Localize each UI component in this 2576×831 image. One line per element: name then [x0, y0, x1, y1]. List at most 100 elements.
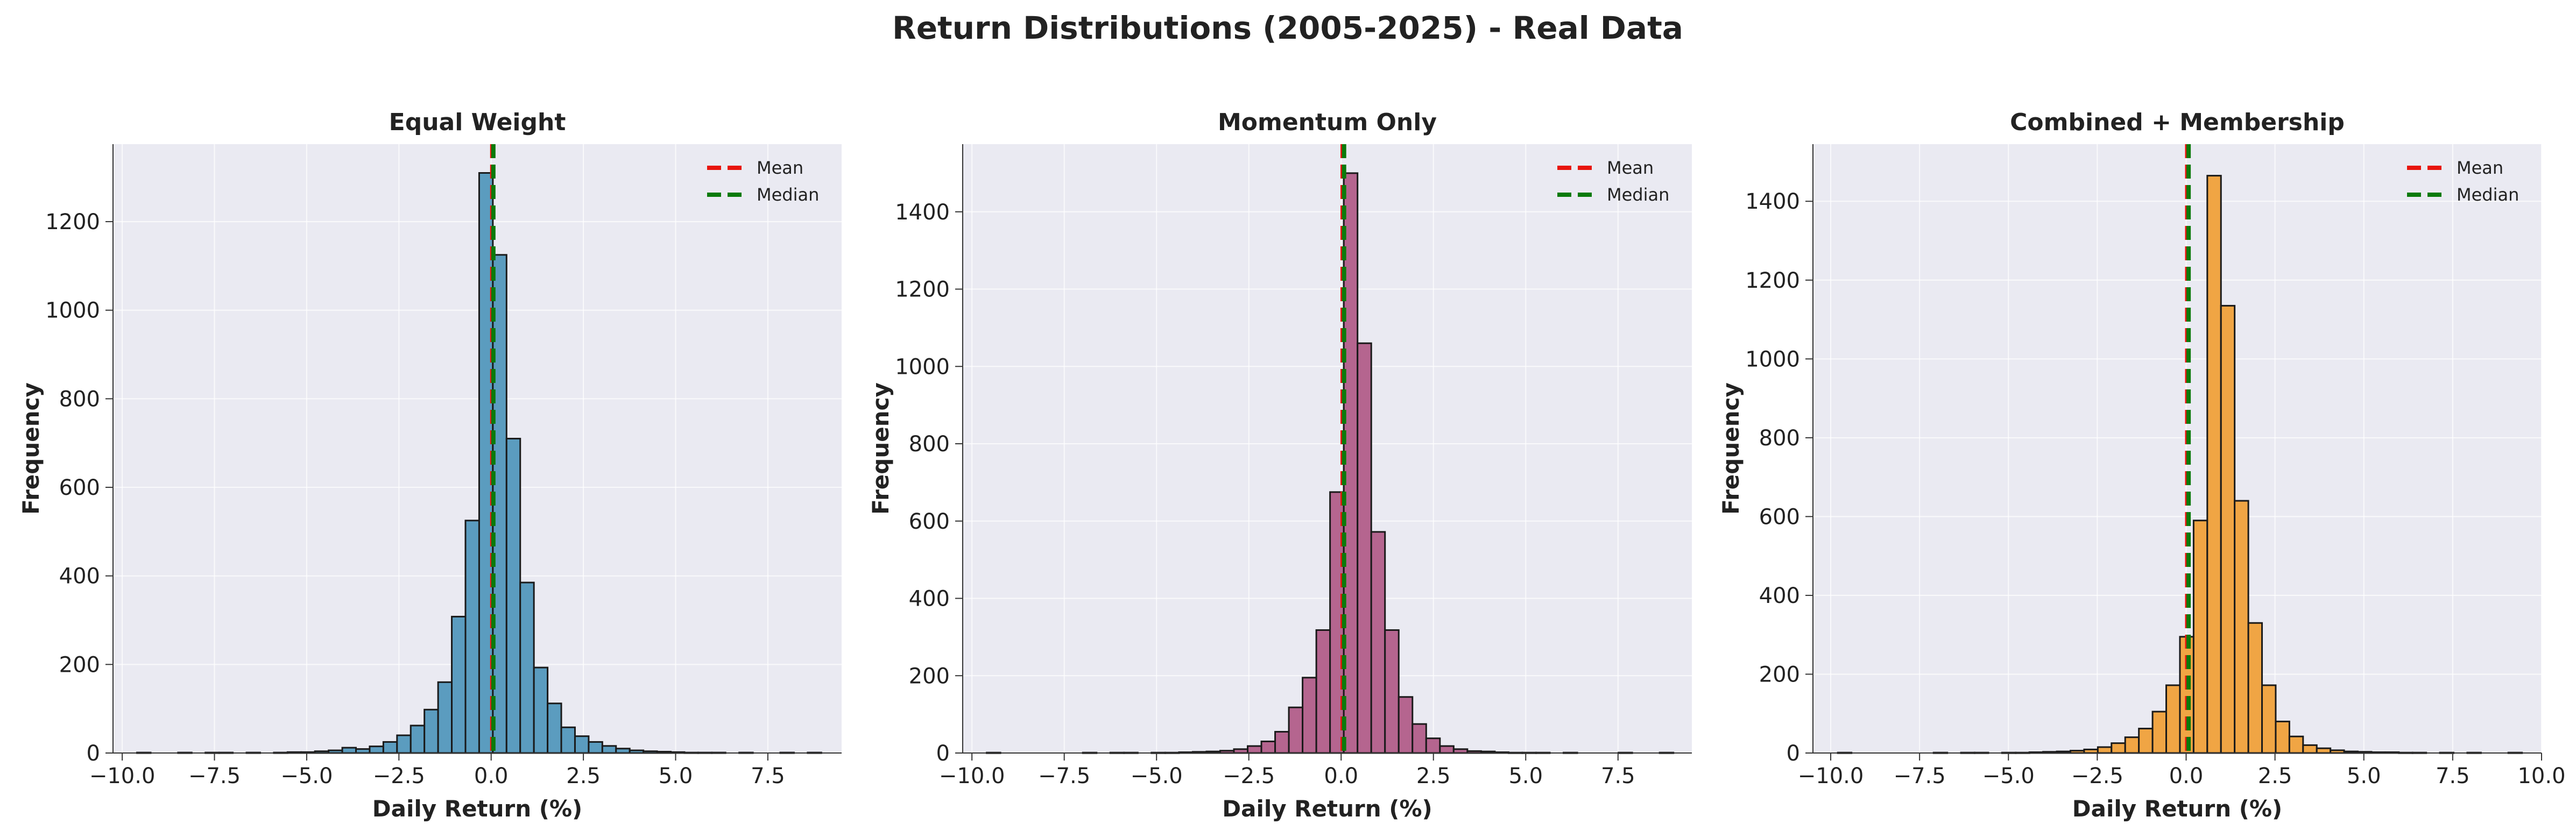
- histogram-bar: [547, 702, 562, 754]
- histogram-bar: [1398, 696, 1414, 754]
- y-tick-label: 1200: [45, 210, 100, 235]
- y-tick-label: 200: [909, 664, 950, 688]
- histogram-bar: [1370, 531, 1386, 754]
- y-axis-label: Frequency: [867, 382, 894, 515]
- plot-area: [1813, 144, 2542, 753]
- figure-suptitle: Return Distributions (2005-2025) - Real …: [892, 10, 1683, 46]
- histogram-bar: [2151, 711, 2168, 754]
- histogram-bar: [2097, 746, 2113, 754]
- x-tick-label: 10.0: [2517, 764, 2565, 789]
- x-tick-label: −5.0: [280, 764, 333, 789]
- x-tick-label: −10.0: [1798, 764, 1864, 789]
- legend-mean-label: Mean: [757, 158, 803, 178]
- histogram-bar: [1288, 706, 1304, 754]
- y-tick-label: 1000: [45, 299, 100, 323]
- histogram-bar: [1452, 748, 1469, 754]
- x-tick-label: 5.0: [659, 764, 693, 789]
- histogram-bar: [2220, 304, 2236, 754]
- y-tick-label: 1200: [1745, 268, 1800, 293]
- y-tick-label: 1400: [895, 200, 950, 225]
- legend-median-label: Median: [2457, 184, 2519, 205]
- y-tick-label: 400: [909, 587, 950, 612]
- histogram-bar: [437, 681, 453, 754]
- x-tick-label: 0.0: [474, 764, 509, 789]
- x-tick-label: −7.5: [1038, 764, 1090, 789]
- panel-combined-membership: −10.0 −7.5 −5.0 −2.5 0.0 2.5 5.0 7.5 10.0 0 200 400…: [1718, 109, 2566, 822]
- histogram-bar: [424, 708, 439, 754]
- x-tick-label: 7.5: [751, 764, 785, 789]
- y-tick-label: 600: [59, 475, 100, 500]
- histogram-bar: [1315, 629, 1331, 754]
- y-tick-label: 400: [1759, 584, 1800, 608]
- histogram-bar: [2179, 636, 2194, 754]
- y-tick-label: 1000: [895, 354, 950, 379]
- histogram-bar: [1439, 745, 1455, 754]
- histogram-bar: [533, 666, 549, 754]
- histogram-bar: [382, 741, 398, 754]
- x-tick-label: 5.0: [2347, 764, 2381, 789]
- histogram-bar: [1357, 342, 1372, 754]
- histogram-bar: [410, 725, 426, 754]
- histogram-bar: [2165, 684, 2181, 754]
- y-tick-label: 200: [59, 652, 100, 677]
- panel-equal-weight: −10.0 −7.5 −5.0 −2.5 0.0 2.5 5.0 7.5 0 200 400 600 8…: [18, 109, 842, 822]
- histogram-bar: [615, 748, 631, 754]
- y-tick-label: 400: [59, 564, 100, 589]
- histogram-bar: [2138, 728, 2154, 754]
- x-tick-label: −2.5: [2071, 764, 2123, 789]
- histogram-bar: [2247, 622, 2263, 754]
- histogram-bar: [2316, 747, 2332, 754]
- histogram-bar: [2261, 684, 2277, 754]
- x-tick-label: 5.0: [1508, 764, 1543, 789]
- histogram-bar: [369, 745, 384, 754]
- y-tick-label: 1400: [1745, 189, 1800, 214]
- histogram-bar: [1384, 629, 1400, 754]
- x-tick-label: −10.0: [939, 764, 1005, 789]
- histogram-bar: [2288, 735, 2304, 754]
- histogram-bar: [560, 726, 576, 754]
- legend-mean-label: Mean: [1607, 158, 1654, 178]
- panel-title: Momentum Only: [1218, 109, 1437, 136]
- histogram-bar: [574, 735, 590, 754]
- x-tick-label: −2.5: [373, 764, 425, 789]
- histogram-bar: [1233, 748, 1249, 754]
- histogram-bar: [1247, 745, 1262, 754]
- y-tick-label: 600: [909, 509, 950, 534]
- panel-momentum-only: −10.0 −7.5 −5.0 −2.5 0.0 2.5 5.0 7.5 0 200 400 600 8…: [867, 109, 1692, 822]
- y-tick-label: 1200: [895, 278, 950, 302]
- x-tick-label: 2.5: [1416, 764, 1451, 789]
- x-axis-label: Daily Return (%): [2072, 796, 2283, 822]
- x-tick-label: −7.5: [188, 764, 241, 789]
- x-tick-label: 7.5: [1601, 764, 1635, 789]
- y-tick-label: 800: [59, 387, 100, 411]
- histogram-bar: [588, 741, 603, 754]
- x-tick-label: 2.5: [2258, 764, 2292, 789]
- x-tick-label: −5.0: [1131, 764, 1183, 789]
- y-axis-label: Frequency: [1718, 382, 1744, 515]
- x-tick-label: −5.0: [1982, 764, 2035, 789]
- histogram-bar: [1302, 677, 1317, 754]
- histogram-bar: [1274, 730, 1290, 754]
- y-tick-label: 0: [1787, 741, 1800, 766]
- histogram-bar: [341, 747, 357, 754]
- y-tick-label: 0: [87, 741, 100, 766]
- histogram-bar: [2206, 175, 2222, 754]
- y-tick-label: 800: [909, 432, 950, 457]
- legend-median-label: Median: [757, 184, 819, 205]
- histogram-bar: [451, 615, 467, 754]
- histogram-bar: [2275, 720, 2290, 754]
- x-tick-label: 0.0: [1324, 764, 1358, 789]
- x-tick-label: −2.5: [1223, 764, 1275, 789]
- x-tick-label: 2.5: [566, 764, 601, 789]
- histogram-bar: [1411, 723, 1427, 754]
- histogram-bar: [2192, 520, 2208, 754]
- histogram-bar: [2302, 744, 2318, 754]
- x-tick-label: −7.5: [1894, 764, 1946, 789]
- histogram-bar: [1260, 740, 1276, 754]
- histogram-bar: [355, 748, 371, 754]
- x-tick-label: 0.0: [2169, 764, 2204, 789]
- x-tick-label: −10.0: [89, 764, 156, 789]
- legend-median-label: Median: [1607, 184, 1669, 205]
- histogram-bar: [2111, 742, 2126, 754]
- histogram-bar: [601, 745, 617, 754]
